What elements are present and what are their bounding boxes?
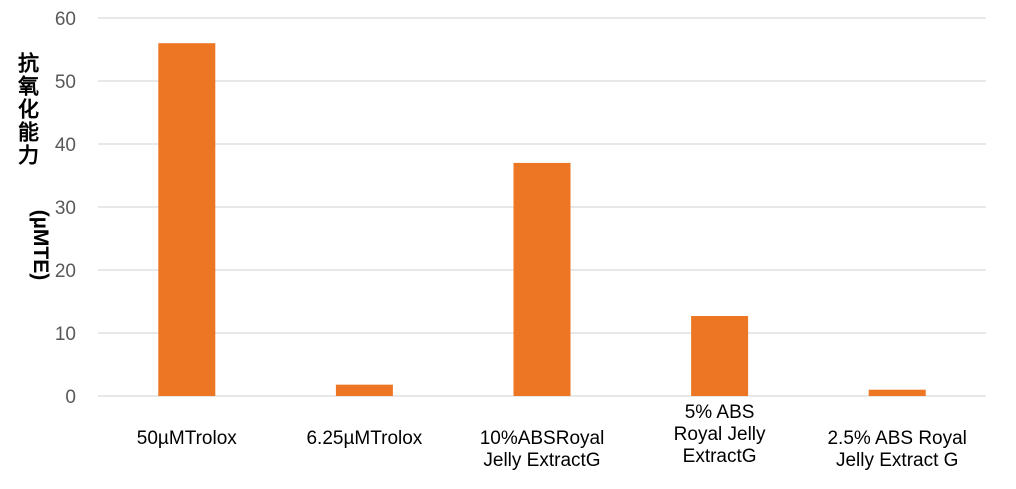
y-tick-label: 40	[55, 135, 76, 156]
bar	[336, 385, 393, 396]
y-tick-label: 50	[55, 72, 76, 93]
x-category-label: 50µMTrolox	[137, 428, 237, 449]
bar	[869, 390, 926, 396]
x-category-label-line: 10%ABSRoyal	[480, 428, 605, 449]
y-axis-label-unit: (µMTE)	[29, 210, 52, 280]
x-category-label: 5% ABS Royal Jelly ExtractG	[674, 402, 766, 467]
x-category-label-line: 6.25µMTrolox	[306, 428, 422, 449]
bar	[691, 316, 748, 396]
x-category-label: 6.25µMTrolox	[306, 428, 422, 449]
y-axis-ticks: 0 10 20 30 40 50 60	[55, 9, 76, 408]
y-tick-label: 0	[65, 387, 76, 408]
y-tick-label: 60	[55, 9, 76, 30]
y-axis-label-main: 抗氧化能力	[16, 51, 40, 167]
bar	[514, 163, 571, 396]
x-category-label-line: Royal Jelly	[674, 424, 766, 445]
x-category-label-line: 5% ABS	[685, 402, 755, 423]
bars	[158, 43, 925, 396]
y-tick-label: 10	[55, 324, 76, 345]
y-tick-label: 30	[55, 198, 76, 219]
x-category-label-line: Jelly Extract G	[836, 450, 958, 471]
x-category-label-line: 2.5% ABS Royal	[827, 428, 966, 449]
x-category-label-line: 50µMTrolox	[137, 428, 237, 449]
x-category-label-line: ExtractG	[683, 446, 757, 467]
y-axis-label: 抗氧化能力 (µMTE)	[16, 51, 53, 280]
x-axis-categories: 50µMTrolox 6.25µMTrolox 10%ABSRoyal Jelly E…	[137, 402, 967, 471]
y-tick-label: 20	[55, 261, 76, 282]
bar	[158, 43, 215, 396]
x-category-label: 10%ABSRoyal Jelly ExtractG	[480, 428, 605, 471]
x-category-label: 2.5% ABS Royal Jelly Extract G	[827, 428, 966, 471]
x-category-label-line: Jelly ExtractG	[483, 450, 600, 471]
